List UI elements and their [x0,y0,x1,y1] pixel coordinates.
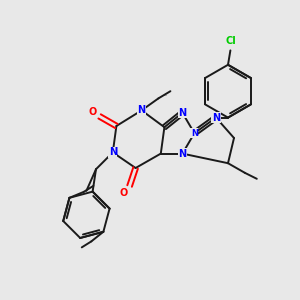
Text: N: N [137,105,146,116]
Text: N: N [178,148,187,159]
Text: Cl: Cl [225,36,236,46]
Text: N: N [109,147,117,158]
Text: O: O [119,188,128,198]
Text: N: N [178,108,187,118]
Text: N: N [212,112,220,123]
Text: N: N [178,108,187,118]
Text: N: N [137,105,146,116]
Text: O: O [88,106,97,117]
Text: N: N [178,148,187,159]
Text: methyl: methyl [163,95,168,96]
Text: N: N [212,112,220,123]
Text: N: N [109,147,117,158]
Text: N: N [191,129,198,138]
